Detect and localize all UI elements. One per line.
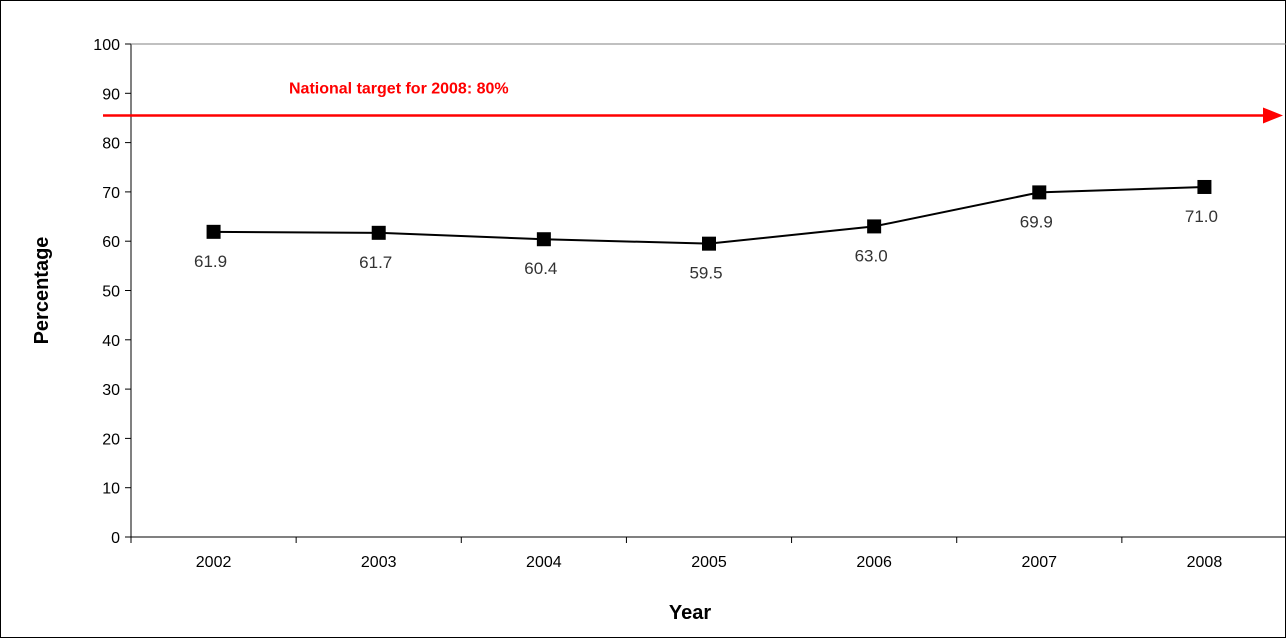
x-tick-label: 2006 xyxy=(856,554,892,571)
series-group: 61.9 61.7 60.4 59.5 63.0 69.9 71.0 xyxy=(194,179,1218,283)
data-label: 71.0 xyxy=(1185,207,1218,226)
y-tick-label: 70 xyxy=(102,185,120,202)
y-tick-label: 100 xyxy=(93,37,120,54)
y-tick-label: 0 xyxy=(111,530,120,547)
target-arrow-head xyxy=(1263,107,1283,124)
data-point-marker xyxy=(702,236,716,251)
data-label: 60.4 xyxy=(524,259,557,278)
data-label: 61.7 xyxy=(359,253,392,272)
target-arrow xyxy=(103,107,1283,124)
x-tick-label: 2005 xyxy=(691,554,727,571)
y-tick-label: 40 xyxy=(102,333,120,350)
y-tick-label: 30 xyxy=(102,382,120,399)
data-label: 61.9 xyxy=(194,252,227,271)
data-point-marker xyxy=(206,224,221,239)
data-point-marker xyxy=(536,232,551,247)
y-tick-label: 80 xyxy=(102,136,120,153)
y-tick-label: 60 xyxy=(102,234,120,251)
x-tick-label: 2004 xyxy=(526,554,562,571)
data-label: 59.5 xyxy=(689,264,722,283)
y-tick-label: 90 xyxy=(102,86,120,103)
x-tick-label: 2008 xyxy=(1187,554,1223,571)
data-label: 69.9 xyxy=(1020,212,1053,231)
data-point-marker xyxy=(1197,179,1212,194)
series-line xyxy=(213,185,1205,245)
y-tick-label: 50 xyxy=(102,284,120,301)
x-axis-title: Year xyxy=(669,602,711,624)
target-annotation: National target for 2008: 80% xyxy=(289,80,509,97)
data-point-marker xyxy=(371,225,386,240)
x-ticks: 2002 2003 2004 2005 2006 2007 2008 xyxy=(130,537,1223,571)
data-point-marker xyxy=(867,219,882,234)
data-label: 63.0 xyxy=(855,246,888,265)
y-axis-title: Percentage xyxy=(31,237,53,345)
y-ticks: 0 10 20 30 40 50 60 70 80 90 100 xyxy=(93,37,131,547)
x-tick-label: 2007 xyxy=(1021,554,1057,571)
y-tick-label: 10 xyxy=(102,481,120,498)
x-tick-label: 2003 xyxy=(361,554,397,571)
y-tick-label: 20 xyxy=(102,431,120,448)
x-tick-label: 2002 xyxy=(196,554,232,571)
data-point-marker xyxy=(1032,185,1047,200)
